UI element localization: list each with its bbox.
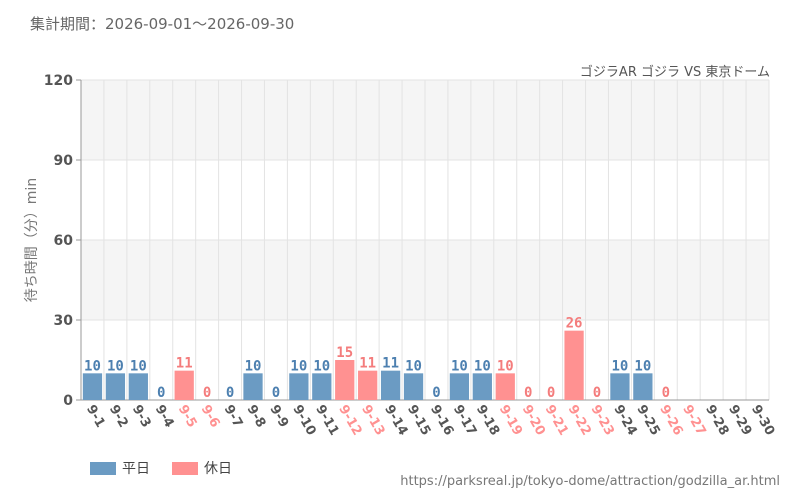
bar-9-11[interactable] <box>312 373 332 400</box>
data-label-9-24: 10 <box>612 358 629 374</box>
legend-item-weekday[interactable]: 平日 <box>90 458 150 478</box>
y-tick-label: 60 <box>54 233 74 249</box>
data-label-9-23: 0 <box>593 385 601 401</box>
x-tick-label-9-2: 9-2 <box>106 403 131 431</box>
bar-9-24[interactable] <box>610 373 630 400</box>
data-label-9-15: 10 <box>405 358 422 374</box>
data-label-9-25: 10 <box>634 358 651 374</box>
legend-swatch-holiday <box>172 461 198 475</box>
bar-9-2[interactable] <box>105 373 126 400</box>
bar-9-10[interactable] <box>289 373 309 400</box>
chart-title: ゴジラAR ゴジラ VS 東京ドーム <box>579 65 770 80</box>
bar-9-17[interactable] <box>449 373 470 400</box>
legend-swatch-weekday <box>90 461 116 475</box>
bar-9-8[interactable] <box>243 373 263 400</box>
x-tick-label-9-1: 9-1 <box>83 403 108 431</box>
bar-9-25[interactable] <box>633 373 653 400</box>
x-tick-label-9-5: 9-5 <box>175 403 200 431</box>
y-tick-label: 90 <box>54 153 74 169</box>
data-label-9-12: 15 <box>336 345 353 361</box>
data-label-9-6: 0 <box>203 385 211 401</box>
data-label-9-8: 10 <box>245 358 262 374</box>
data-label-9-18: 10 <box>474 358 491 374</box>
bars <box>82 330 653 400</box>
data-label-9-2: 10 <box>107 358 124 374</box>
data-label-9-16: 0 <box>432 385 440 401</box>
data-label-9-22: 26 <box>566 316 583 332</box>
data-label-9-9: 0 <box>272 385 280 401</box>
y-tick-label: 30 <box>54 313 74 329</box>
data-label-9-3: 10 <box>130 358 147 374</box>
x-tick-label-9-9: 9-9 <box>266 403 291 431</box>
bar-9-1[interactable] <box>82 373 103 400</box>
axes: 0 30 60 90 120 <box>44 73 769 409</box>
bar-9-18[interactable] <box>472 373 492 400</box>
bar-9-3[interactable] <box>128 373 148 400</box>
data-label-9-4: 0 <box>157 385 165 401</box>
data-label-9-10: 10 <box>290 358 307 374</box>
bar-9-15[interactable] <box>403 373 424 400</box>
bar-9-14[interactable] <box>380 370 401 400</box>
x-tick-label-9-8: 9-8 <box>244 403 269 431</box>
x-tick-label-9-30: 9-30 <box>748 403 777 439</box>
x-tick-label-9-6: 9-6 <box>198 403 223 431</box>
legend-item-holiday[interactable]: 休日 <box>172 458 232 478</box>
bar-9-22[interactable] <box>564 330 584 400</box>
legend: 平日 休日 <box>90 458 232 478</box>
bar-9-13[interactable] <box>358 370 378 400</box>
x-tick-label-9-4: 9-4 <box>152 403 177 431</box>
x-tick-label-9-7: 9-7 <box>221 403 246 431</box>
bar-9-19[interactable] <box>495 373 515 400</box>
data-label-9-1: 10 <box>84 358 101 374</box>
x-tick-label-9-3: 9-3 <box>129 403 154 431</box>
data-label-9-13: 11 <box>359 356 376 372</box>
tick-labels: 9-19-29-39-49-59-69-79-89-99-109-119-129… <box>83 403 777 439</box>
bar-9-5[interactable] <box>174 370 194 400</box>
data-label-9-7: 0 <box>226 385 234 401</box>
legend-label-holiday: 休日 <box>204 461 232 477</box>
data-label-9-19: 10 <box>497 358 514 374</box>
data-label-9-26: 0 <box>662 385 670 401</box>
y-axis-label: 待ち時間（分）min <box>24 178 40 302</box>
y-tick-label: 120 <box>44 73 73 89</box>
legend-label-weekday: 平日 <box>122 461 150 477</box>
data-label-9-20: 0 <box>524 385 532 401</box>
source-url[interactable]: https://parksreal.jp/tokyo-dome/attracti… <box>400 474 780 489</box>
y-tick-label: 0 <box>63 393 73 409</box>
data-label-9-14: 11 <box>382 356 399 372</box>
data-label-9-21: 0 <box>547 385 555 401</box>
data-label-9-5: 11 <box>176 356 193 372</box>
data-label-9-11: 10 <box>313 358 330 374</box>
data-label-9-17: 10 <box>451 358 468 374</box>
collection-period: 集計期間：2026-09-01～2026-09-30 <box>30 15 295 33</box>
bar-9-12[interactable] <box>335 360 355 400</box>
